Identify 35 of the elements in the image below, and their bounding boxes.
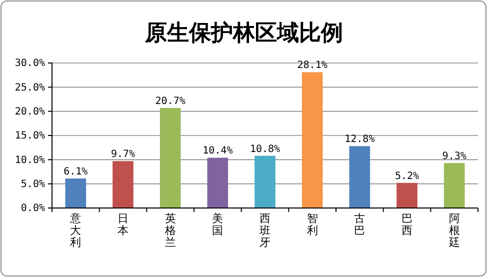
x-tick-label: 日本 <box>118 212 128 237</box>
data-label: 6.1% <box>64 166 88 178</box>
bar <box>254 156 276 208</box>
bar <box>396 182 418 208</box>
data-label: 10.8% <box>250 144 280 155</box>
x-tick-label: 智利 <box>306 212 318 237</box>
x-tick-label: 西班牙 <box>260 212 270 249</box>
data-label: 20.7% <box>155 96 186 107</box>
bar <box>207 158 228 208</box>
y-tick-label: 0.0% <box>20 203 45 214</box>
data-label: 28.1% <box>297 60 328 72</box>
chart-title: 原生保护林区域比例 <box>144 20 343 46</box>
bar <box>160 108 181 208</box>
y-tick-label: 20.0% <box>14 106 45 118</box>
x-tick-label: 意大利 <box>69 212 82 249</box>
bar <box>65 178 86 208</box>
y-tick-label: 25.0% <box>14 82 45 94</box>
x-tick-label: 古巴 <box>354 212 366 237</box>
data-label: 5.2% <box>394 170 420 182</box>
bar <box>112 161 134 208</box>
data-label: 12.8% <box>344 134 375 146</box>
x-tick-label: 阿根廷 <box>448 212 460 249</box>
y-tick-label: 15.0% <box>14 130 45 142</box>
bar <box>349 146 370 208</box>
x-tick-label: 美国 <box>212 212 224 237</box>
x-tick-label: 巴西 <box>402 212 412 237</box>
data-label: 9.3% <box>442 151 466 162</box>
y-tick-label: 5.0% <box>20 179 45 190</box>
y-tick-label: 30.0% <box>14 58 45 70</box>
x-tick-label: 英格兰 <box>164 212 176 249</box>
bar <box>302 72 323 208</box>
data-label: 10.4% <box>202 146 233 157</box>
data-label: 9.7% <box>110 149 136 160</box>
y-tick-label: 10.0% <box>14 154 45 166</box>
bar <box>444 163 465 208</box>
